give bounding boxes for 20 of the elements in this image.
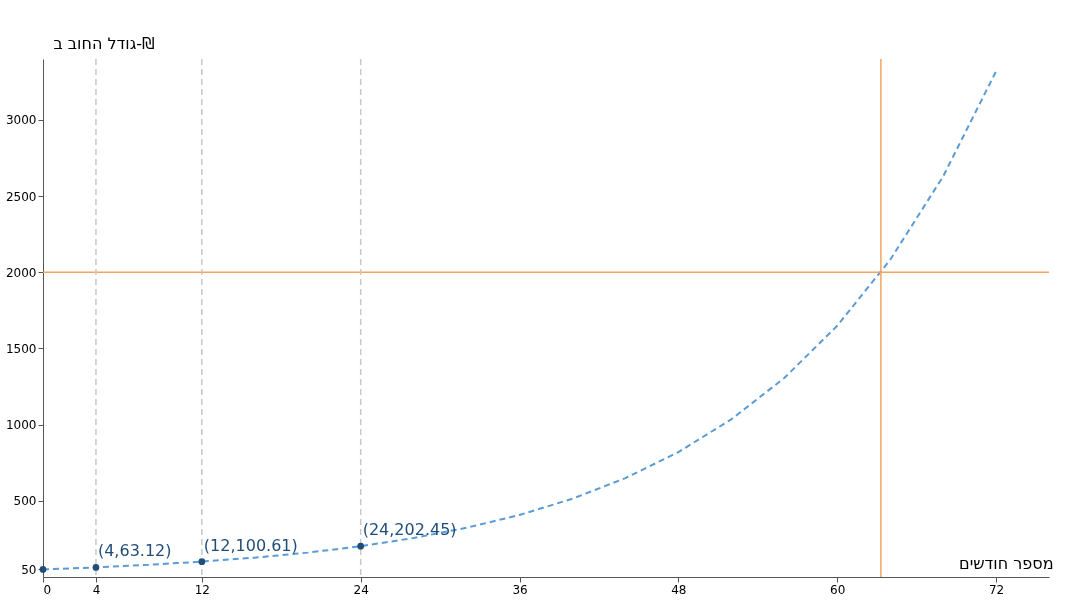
y-tick-label: 2000: [5, 265, 37, 280]
x-tick-label: 36: [512, 582, 528, 597]
x-tick-label: 60: [830, 582, 846, 597]
annotation: (4,63.12): [97, 541, 172, 561]
x-tick-label: 4: [92, 582, 101, 597]
y-tick-label: 500: [13, 494, 37, 509]
x-axis-title: מספר חודשים: [959, 553, 1054, 573]
annotation: (12,100.61): [203, 535, 298, 555]
y-tick-label: 1000: [5, 418, 37, 433]
x-tick-label: 12: [194, 582, 210, 597]
y-axis-title: גודל החוב ב-₪: [53, 33, 155, 53]
x-tick-label: 72: [988, 582, 1005, 597]
y-tick-label: 1500: [5, 341, 37, 356]
annotation: (24,202.45): [362, 520, 457, 540]
y-tick-label: 3000: [5, 113, 37, 128]
y-tick-label: 50: [21, 562, 37, 577]
y-tick-label: 2500: [5, 189, 37, 204]
x-tick-label: 0: [43, 582, 52, 597]
x-tick-label: 24: [353, 582, 369, 597]
x-tick-label: 48: [671, 582, 687, 597]
